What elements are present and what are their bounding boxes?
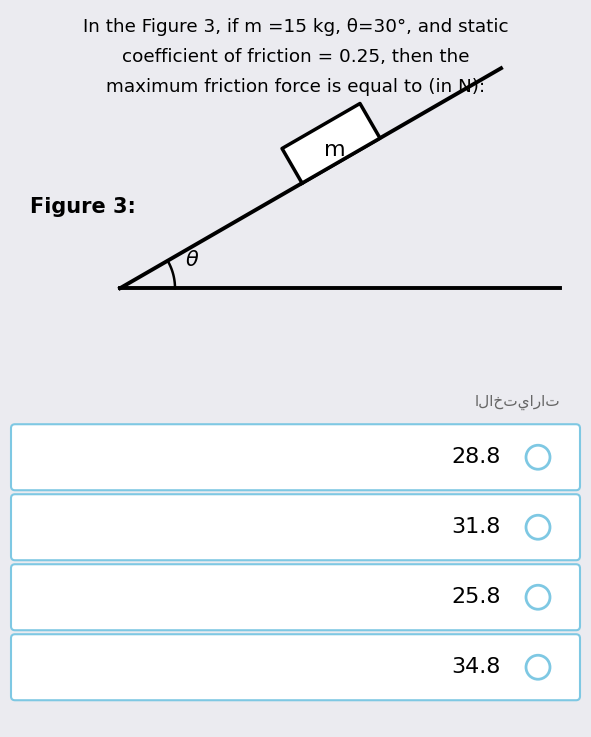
FancyBboxPatch shape — [11, 565, 580, 630]
FancyBboxPatch shape — [11, 635, 580, 700]
FancyBboxPatch shape — [11, 495, 580, 560]
Polygon shape — [282, 103, 380, 183]
Text: 31.8: 31.8 — [452, 517, 501, 537]
Text: 34.8: 34.8 — [452, 657, 501, 677]
Text: 25.8: 25.8 — [452, 587, 501, 607]
Text: θ: θ — [186, 251, 199, 270]
Text: maximum friction force is equal to (in N):: maximum friction force is equal to (in N… — [106, 78, 485, 96]
Text: Figure 3:: Figure 3: — [30, 197, 136, 217]
Text: In the Figure 3, if m =15 kg, θ=30°, and static: In the Figure 3, if m =15 kg, θ=30°, and… — [83, 18, 508, 36]
Text: 28.8: 28.8 — [452, 447, 501, 467]
FancyBboxPatch shape — [11, 425, 580, 490]
Text: coefficient of friction = 0.25, then the: coefficient of friction = 0.25, then the — [122, 48, 469, 66]
Text: m: m — [324, 140, 346, 160]
Text: الاختيارات: الاختيارات — [475, 395, 560, 411]
